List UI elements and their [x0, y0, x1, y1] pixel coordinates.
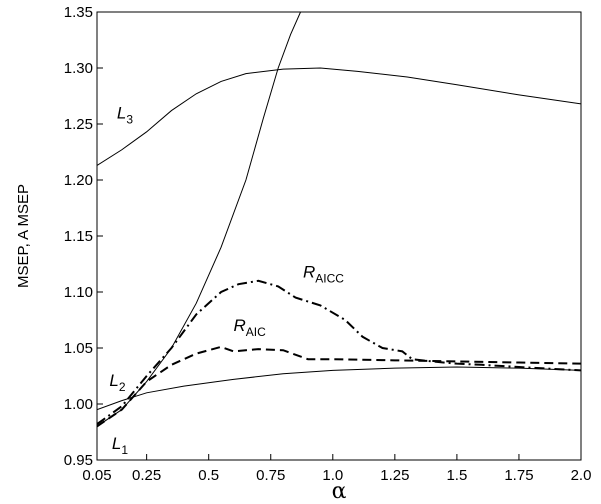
y-axis-title: MSEP, A MSEP [15, 184, 32, 288]
x-axis-title: α [332, 479, 347, 504]
series-line-r-aicc [97, 279, 581, 425]
y-ticks: 0.95 1.00 1.05 1.10 1.15 1.20 1.25 1.30 1.35 [64, 4, 103, 469]
x-tick-label: 1.0 [322, 467, 343, 484]
x-tick-label: 1.25 [380, 467, 409, 484]
x-tick-label: 1.5 [446, 467, 467, 484]
x-tick-label: 0.05 [82, 467, 111, 484]
plot-frame [96, 11, 582, 461]
y-tick-label: 1.15 [64, 228, 93, 245]
curve-label-l1: L1 [112, 434, 128, 457]
series-line-r-aic [97, 345, 581, 428]
series-line-l2 [97, 12, 301, 427]
y-tick-label: 1.35 [64, 4, 93, 21]
curve-label-r-aic: RAIC [234, 316, 267, 339]
y-tick-label: 1.00 [64, 396, 93, 413]
x-tick-label: 0.25 [132, 467, 161, 484]
x-tick-label: 0.5 [198, 467, 219, 484]
x-tick-label: 2.0 [571, 467, 592, 484]
x-tick-label: 0.75 [256, 467, 285, 484]
y-tick-label: 1.10 [64, 284, 93, 301]
x-ticks: 0.05 0.25 0.5 0.75 1.0 1.25 1.5 1.75 2.0 [82, 454, 591, 484]
x-tick-label: 1.75 [504, 467, 533, 484]
curve-label-r-aicc: RAICC [303, 262, 344, 285]
y-axis-title-group: MSEP, A MSEP [15, 184, 32, 288]
y-tick-label: 1.20 [64, 172, 93, 189]
curve-label-l2: L2 [109, 371, 125, 394]
curves [97, 12, 581, 428]
curve-label-l3: L3 [117, 103, 133, 126]
y-tick-label: 1.25 [64, 116, 93, 133]
series-line-l3 [97, 67, 581, 166]
series-line-l1 [97, 366, 581, 411]
curve-labels: L3 L2 L1 RAICC RAIC [109, 103, 344, 456]
y-tick-label: 1.05 [64, 340, 93, 357]
y-tick-label: 1.30 [64, 60, 93, 77]
y-tick-label: 0.95 [64, 452, 93, 469]
